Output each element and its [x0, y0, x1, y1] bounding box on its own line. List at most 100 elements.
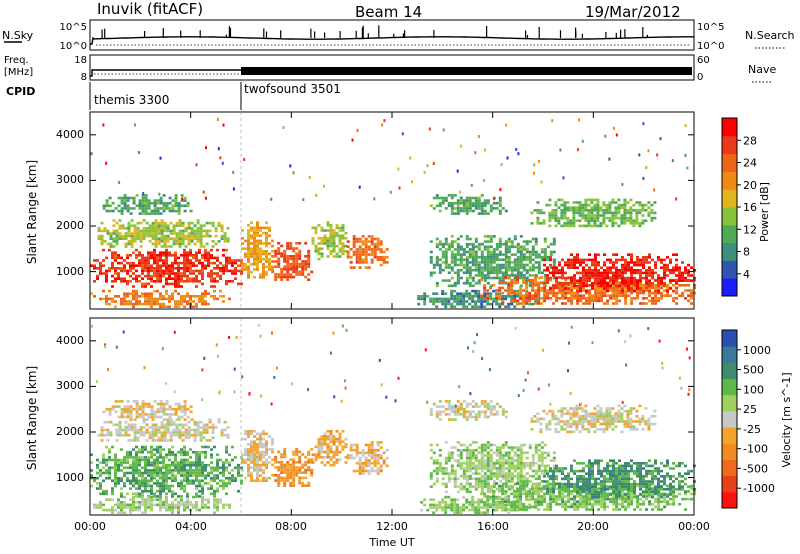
power-cell [549, 266, 553, 269]
power-cell [156, 201, 160, 205]
power-cell [177, 285, 180, 288]
power-cell [370, 250, 374, 254]
power-cell [546, 258, 550, 262]
power-cell [603, 284, 606, 288]
power-cell [160, 224, 164, 227]
velocity-cell [262, 476, 265, 480]
power-cell [435, 281, 439, 285]
power-cell [295, 260, 299, 263]
velocity-cell [205, 423, 209, 427]
velocity-cell [123, 456, 126, 459]
power-cell [351, 138, 354, 142]
power-cell [174, 201, 178, 205]
velocity-cell [259, 450, 262, 454]
power-cell [444, 250, 448, 254]
power-cell [286, 262, 290, 266]
velocity-cell [193, 436, 197, 440]
power-cell [465, 196, 469, 200]
power-cell [501, 291, 505, 295]
power-cell [196, 221, 200, 225]
power-cell [507, 274, 511, 277]
power-cell [201, 297, 204, 301]
power-cell [465, 204, 469, 208]
power-cell [435, 245, 439, 249]
velocity-cell [181, 426, 185, 429]
power-cell [650, 211, 654, 215]
nave-tick-bottom: 0 [697, 72, 703, 83]
power-cell [93, 280, 96, 283]
power-cell [130, 234, 134, 238]
velocity-cell [199, 436, 203, 440]
power-cell [108, 289, 111, 293]
power-cell [192, 277, 195, 280]
velocity-cell [298, 479, 302, 482]
power-cell [441, 201, 445, 205]
power-cell [150, 295, 153, 298]
power-cell [183, 274, 186, 278]
velocity-cell [201, 450, 204, 454]
velocity-cell [129, 479, 132, 483]
power-cell [157, 224, 161, 227]
power-cell [636, 294, 640, 297]
power-cell [528, 250, 532, 254]
velocity-cell [292, 476, 296, 480]
power-cell [486, 250, 490, 254]
velocity-cell [370, 454, 374, 457]
power-cell [338, 250, 342, 253]
power-cell [123, 300, 126, 303]
velocity-cell [132, 448, 135, 451]
velocity-cell [187, 420, 191, 424]
power-cell [572, 222, 576, 225]
power-cell [450, 261, 454, 264]
power-cell [525, 291, 529, 295]
velocity-cell [133, 439, 137, 442]
power-cell [352, 253, 356, 256]
velocity-cell [138, 405, 142, 408]
velocity-cell [256, 479, 259, 482]
velocity-cell [195, 508, 198, 512]
power-cell [573, 282, 576, 285]
power-cell [516, 258, 520, 262]
power-cell [572, 216, 576, 220]
velocity-cell [108, 508, 111, 512]
power-cell [376, 237, 380, 241]
power-cell [171, 199, 175, 202]
velocity-cell [162, 466, 165, 470]
power-cell [480, 207, 484, 210]
velocity-cell [335, 440, 339, 443]
power-cell [630, 269, 633, 272]
power-cell [588, 271, 591, 275]
power-cell [459, 292, 463, 295]
velocity-cell [379, 446, 383, 449]
velocity-cell [147, 402, 151, 406]
power-cell [522, 274, 526, 277]
velocity-cell [135, 402, 139, 406]
power-cell [192, 305, 195, 308]
velocity-cell [117, 506, 120, 509]
power-cell [355, 253, 359, 256]
velocity-cell [262, 456, 265, 459]
velocity-cell [432, 482, 436, 486]
velocity-cell [349, 454, 353, 457]
power-cell [156, 269, 159, 273]
velocity-cell [111, 489, 114, 493]
power-cell [346, 245, 350, 249]
velocity-cell [160, 433, 164, 437]
power-cell [468, 295, 472, 298]
velocity-cell [231, 479, 234, 483]
velocity-cell [135, 400, 139, 403]
power-cell [459, 258, 463, 262]
power-cell [447, 263, 451, 267]
velocity-cell [129, 410, 133, 414]
power-cell [522, 268, 526, 272]
power-cell [480, 212, 484, 215]
power-cell [148, 240, 152, 243]
power-cell [361, 248, 365, 251]
velocity-cell [135, 450, 138, 454]
power-cell [139, 237, 143, 240]
velocity-cell [183, 479, 186, 483]
velocity-cell [259, 479, 262, 482]
power-cell [660, 266, 663, 269]
velocity-cell [133, 436, 137, 440]
power-cell [558, 261, 561, 264]
